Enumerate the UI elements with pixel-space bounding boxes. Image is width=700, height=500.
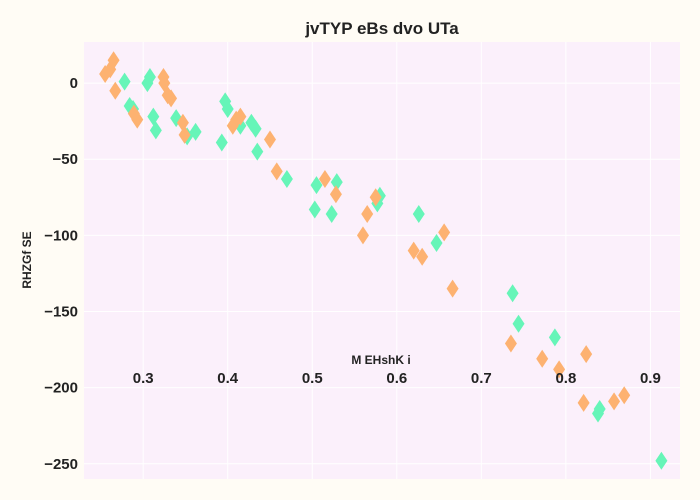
data-point-series-1 (221, 99, 234, 118)
y-tick-label: −50 (53, 151, 78, 168)
data-point-series-2 (234, 107, 247, 126)
x-tick-label: 0.6 (386, 370, 407, 387)
data-point-series-1 (143, 68, 156, 87)
data-point-series-1 (325, 205, 338, 224)
y-tick-label: −250 (44, 456, 78, 473)
data-point-series-2 (107, 51, 120, 70)
data-point-series-2 (608, 392, 621, 411)
y-tick-label: −150 (44, 304, 78, 321)
data-points (99, 51, 668, 470)
x-tick-label: 0.8 (555, 370, 576, 387)
x-tick-label: 0.9 (640, 370, 661, 387)
data-point-series-2 (369, 188, 382, 207)
data-point-series-2 (407, 241, 420, 260)
tick-labels: 0.3 0.4 0.5 0.6 0.7 0.8 0.9 0 −50 −100 −150 −200 −25… (44, 75, 661, 473)
data-point-series-1 (512, 314, 525, 333)
data-point-series-2 (329, 185, 342, 204)
data-point-series-1 (215, 133, 228, 152)
data-point-series-2 (131, 110, 144, 129)
x-tick-label: 0.5 (302, 370, 323, 387)
data-point-series-2 (263, 130, 276, 149)
data-point-series-2 (165, 89, 178, 108)
chart-title: jvTYP eBs dvo UTa (304, 19, 459, 38)
data-point-series-1 (251, 142, 264, 161)
data-point-series-2 (176, 113, 189, 132)
x-tick-label: 0.3 (133, 370, 154, 387)
data-point-series-1 (330, 173, 343, 192)
data-point-series-1 (189, 122, 202, 141)
data-point-series-1 (655, 451, 668, 470)
data-point-series-2 (618, 386, 631, 405)
data-point-series-2 (318, 170, 331, 189)
x-tick-label: 0.7 (471, 370, 492, 387)
x-axis-label: M EHshK i (351, 353, 410, 367)
data-point-series-2 (553, 360, 566, 379)
data-point-series-2 (438, 223, 451, 242)
data-point-series-1 (412, 205, 425, 224)
data-point-series-1 (593, 399, 606, 418)
data-point-series-2 (580, 345, 593, 364)
data-point-series-1 (280, 170, 293, 189)
plot-area (84, 42, 680, 479)
y-axis-label: RHZGf SE (20, 231, 34, 288)
y-tick-label: 0 (70, 75, 78, 92)
data-point-series-1 (118, 72, 131, 91)
data-point-series-2 (361, 205, 374, 224)
y-tick-label: −200 (44, 380, 78, 397)
data-point-series-1 (548, 328, 561, 347)
data-point-series-1 (308, 200, 321, 219)
grid (84, 42, 680, 479)
data-point-series-2 (577, 393, 590, 412)
data-point-series-1 (149, 121, 162, 140)
data-point-series-2 (109, 81, 122, 100)
data-point-series-2 (504, 334, 517, 353)
data-point-series-1 (147, 107, 160, 126)
data-point-series-1 (430, 233, 443, 252)
data-point-series-1 (506, 284, 519, 303)
data-point-series-1 (249, 119, 262, 138)
x-tick-label: 0.4 (217, 370, 239, 387)
data-point-series-1 (310, 176, 323, 195)
data-point-series-2 (536, 349, 549, 368)
y-tick-label: −100 (44, 227, 78, 244)
data-point-series-2 (416, 247, 429, 266)
data-point-series-2 (178, 125, 191, 144)
data-point-series-2 (446, 279, 459, 298)
data-point-series-2 (356, 226, 369, 245)
data-point-series-2 (270, 162, 283, 181)
